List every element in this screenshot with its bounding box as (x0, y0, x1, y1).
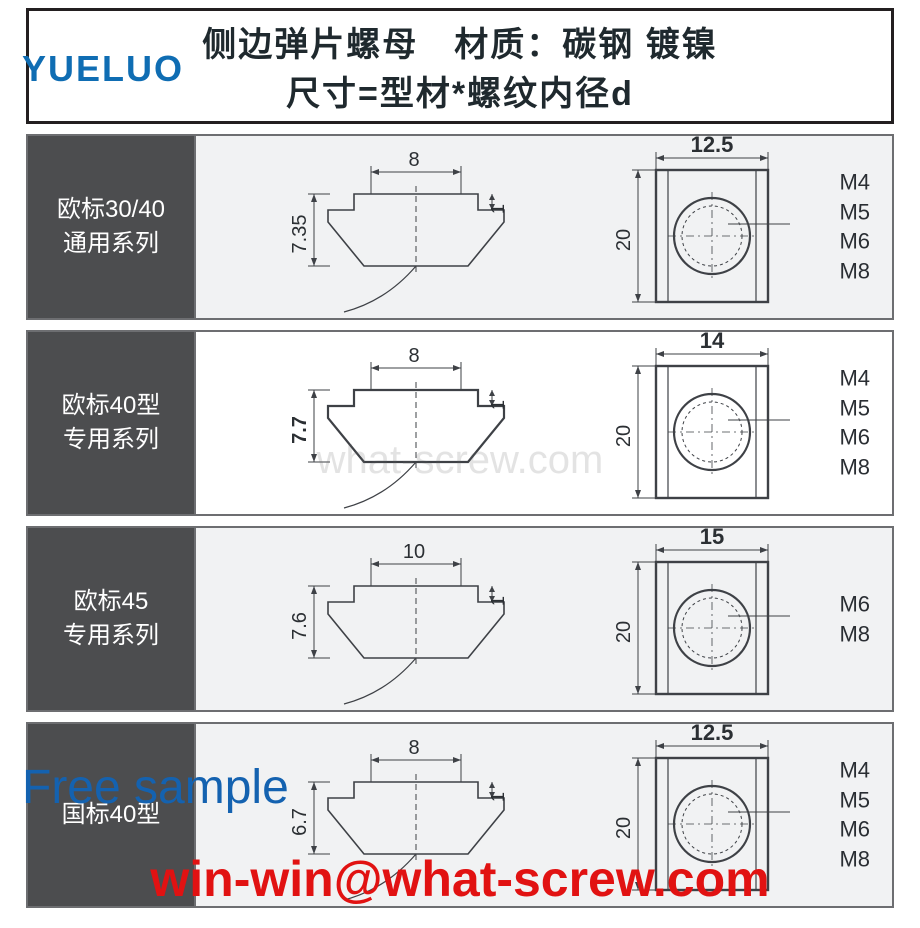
svg-text:20: 20 (613, 425, 635, 447)
contact-email: win-win@what-screw.com (0, 850, 920, 908)
row-label: 欧标40型专用系列 (28, 332, 196, 514)
thread-size: M5 (839, 393, 870, 423)
svg-text:14: 14 (700, 332, 725, 353)
diagram-cell: 8 7.35 1 12.5 (196, 136, 892, 318)
brand-logo: YUELUO (22, 48, 184, 90)
diagram-cell: 8 7.7 1 14 (196, 332, 892, 514)
row-label-line1: 欧标30/40 (57, 193, 165, 227)
topview-diagram: 12.5 20 (576, 136, 836, 318)
row-label-line2: 专用系列 (63, 619, 159, 653)
profile-diagram: 10 7.6 1 (236, 528, 556, 710)
svg-text:12.5: 12.5 (691, 136, 734, 157)
thread-size: M5 (839, 197, 870, 227)
diagram-cell: 10 7.6 1 15 (196, 528, 892, 710)
svg-text:1: 1 (488, 792, 508, 802)
spec-row: 欧标45专用系列 10 7.6 1 15 (26, 526, 894, 712)
row-label-line1: 欧标45 (74, 585, 149, 619)
thread-size: M4 (839, 756, 870, 786)
thread-size: M6 (839, 815, 870, 845)
svg-text:20: 20 (613, 621, 635, 643)
thread-size: M4 (839, 364, 870, 394)
thread-size: M8 (839, 453, 870, 483)
profile-diagram: 8 7.35 1 (236, 136, 556, 318)
thread-size: M6 (839, 589, 870, 619)
svg-text:8: 8 (408, 149, 419, 171)
svg-text:8: 8 (408, 737, 419, 759)
thread-size: M6 (839, 423, 870, 453)
spec-row: 欧标40型专用系列 8 7.7 1 14 (26, 330, 894, 516)
svg-text:15: 15 (700, 528, 724, 549)
svg-text:12.5: 12.5 (691, 724, 734, 745)
svg-text:10: 10 (403, 541, 425, 563)
row-label-line1: 欧标40型 (62, 389, 161, 423)
svg-text:1: 1 (488, 204, 508, 214)
svg-text:6.7: 6.7 (289, 808, 311, 836)
row-label: 欧标30/40通用系列 (28, 136, 196, 318)
topview-diagram: 15 20 (576, 528, 836, 710)
spec-row: 欧标30/40通用系列 8 7.35 1 12.5 (26, 134, 894, 320)
thread-size: M8 (839, 619, 870, 649)
thread-sizes: M4M5M6M8 (839, 364, 870, 483)
svg-text:20: 20 (613, 229, 635, 251)
svg-text:1: 1 (488, 596, 508, 606)
thread-sizes: M4M5M6M8 (839, 168, 870, 287)
svg-text:7.35: 7.35 (289, 215, 311, 254)
thread-size: M4 (839, 168, 870, 198)
topview-diagram: 14 20 (576, 332, 836, 514)
svg-text:20: 20 (613, 817, 635, 839)
svg-text:7.6: 7.6 (289, 612, 311, 640)
row-label: 欧标45专用系列 (28, 528, 196, 710)
free-sample-label: Free sample (22, 760, 289, 815)
thread-size: M8 (839, 257, 870, 287)
row-label-line2: 通用系列 (63, 227, 159, 261)
thread-size: M6 (839, 227, 870, 257)
svg-text:1: 1 (488, 400, 508, 410)
thread-sizes: M6M8 (839, 589, 870, 648)
svg-text:7.7: 7.7 (289, 416, 311, 444)
thread-size: M5 (839, 785, 870, 815)
svg-text:8: 8 (408, 345, 419, 367)
row-label-line2: 专用系列 (63, 423, 159, 457)
profile-diagram: 8 7.7 1 (236, 332, 556, 514)
